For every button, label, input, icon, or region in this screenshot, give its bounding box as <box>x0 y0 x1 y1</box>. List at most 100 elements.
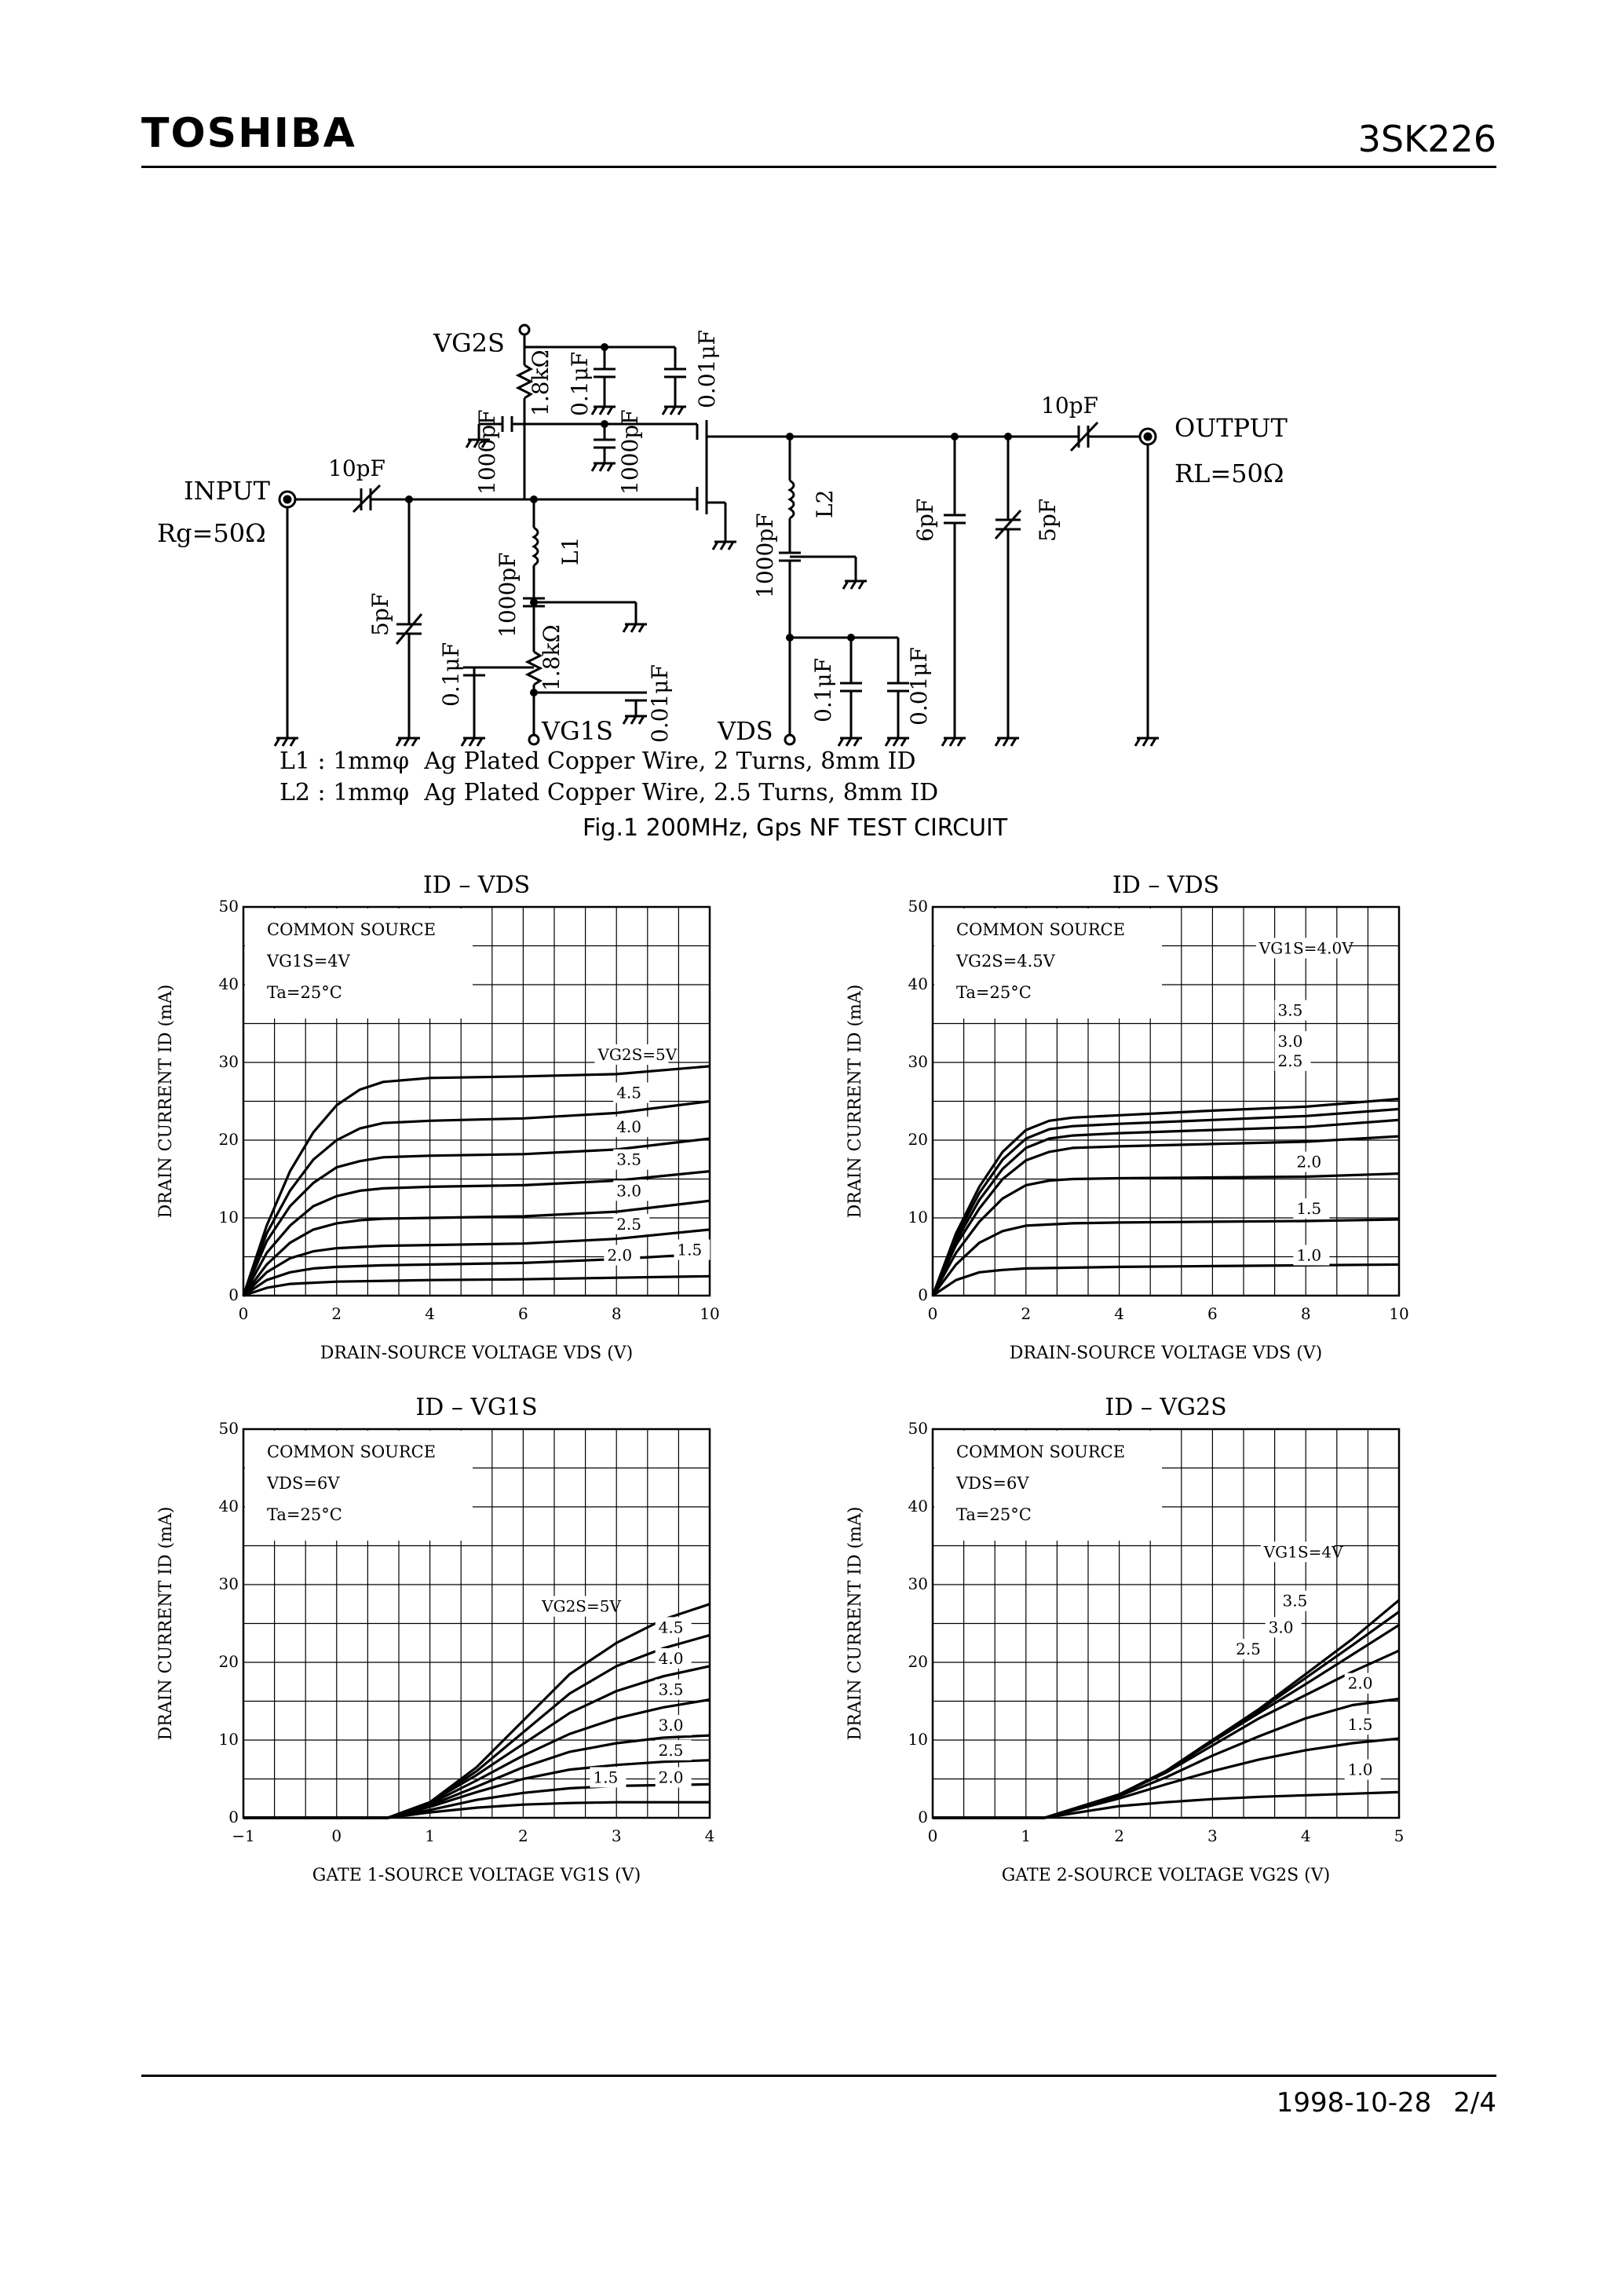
curve-label: 2.5 <box>1236 1640 1261 1658</box>
curve-label: 4.5 <box>659 1618 684 1636</box>
x-tick-label: 6 <box>518 1304 528 1323</box>
series-line <box>932 1263 1400 1297</box>
cap-01uf-g1-label: 0.1μF <box>438 642 464 707</box>
cap-out-label: 10pF <box>1041 393 1098 419</box>
series-line <box>242 1170 711 1296</box>
y-axis-label: DRAIN CURRENT ID (mA) <box>846 985 865 1219</box>
x-tick-label: 10 <box>700 1304 719 1323</box>
part-number: 3SK226 <box>1357 118 1496 160</box>
conditions-box <box>245 909 473 1018</box>
curve-label-bg <box>1233 1639 1269 1660</box>
x-tick-label: 8 <box>1301 1304 1311 1323</box>
curve-label: VG2S=5V <box>597 1045 677 1064</box>
footer-date: 1998-10-28 <box>1276 2087 1432 2119</box>
x-tick-label: 0 <box>331 1826 342 1845</box>
x-axis-label: GATE 1-SOURCE VOLTAGE VG1S (V) <box>312 1866 641 1885</box>
curve-label-bg <box>655 1739 692 1760</box>
y-tick-label: 30 <box>908 1052 928 1071</box>
y-tick-label: 20 <box>908 1130 928 1149</box>
brand-logo: TOSHIBA <box>141 110 356 157</box>
curve-label-bg <box>1265 1617 1302 1638</box>
series-line <box>243 1274 711 1297</box>
y-tick-label: 10 <box>908 1208 928 1227</box>
curve-label-bg <box>1255 938 1349 959</box>
curve-label: VG1S=4.0V <box>1259 938 1353 957</box>
condition-text: Ta=25°C <box>956 983 1032 1002</box>
curve-label-bg <box>539 1596 613 1617</box>
cap-5pf-out-label: 5pF <box>1035 499 1061 542</box>
input-label: INPUT <box>184 476 271 506</box>
curve-label: 4.5 <box>616 1084 641 1102</box>
curve-label-bg <box>613 1213 650 1234</box>
curve-label-bg <box>1344 1673 1381 1694</box>
y-tick-label: 50 <box>219 897 239 916</box>
conditions-box <box>934 909 1162 1018</box>
curve-label: 1.5 <box>1296 1199 1321 1218</box>
r-g2-label: 1.8kΩ <box>528 349 553 416</box>
x-axis-label: GATE 2-SOURCE VOLTAGE VG2S (V) <box>1002 1866 1330 1885</box>
x-tick-label: 0 <box>928 1304 938 1323</box>
curve-label: 2.0 <box>607 1245 632 1264</box>
y-tick-label: 50 <box>219 1419 239 1438</box>
conditions-box <box>934 1431 1162 1541</box>
series-line <box>933 1737 1400 1819</box>
y-tick-label: 20 <box>219 1130 239 1149</box>
curve-label-bg <box>604 1245 641 1266</box>
cap-1000pf-g1-label: 1000pF <box>495 552 521 638</box>
curve-label-bg <box>590 1767 627 1788</box>
curve-label: 2.5 <box>1278 1051 1303 1070</box>
curve-label: 2.5 <box>616 1215 641 1234</box>
curve-label: 2.5 <box>659 1741 684 1760</box>
y-tick-label: 10 <box>219 1208 239 1227</box>
y-axis-label: DRAIN CURRENT ID (mA) <box>156 985 176 1219</box>
curve-label-bg <box>655 1767 692 1788</box>
y-axis-label: DRAIN CURRENT ID (mA) <box>156 1507 176 1741</box>
y-tick-label: 40 <box>908 974 928 993</box>
plot-frame <box>931 1428 1401 1819</box>
series-line <box>243 1665 711 1819</box>
plot-frame <box>931 905 1401 1297</box>
curve-label: VG1S=4V <box>1263 1542 1343 1561</box>
curve-label-bg <box>613 1082 650 1103</box>
series-line <box>242 1099 711 1296</box>
coil-note-l1: L1 : 1mmφ Ag Plated Copper Wire, 2 Turns… <box>279 748 916 775</box>
condition-text: Ta=25°C <box>267 983 342 1002</box>
cap-1000pf-d-label: 1000pF <box>752 513 778 598</box>
x-tick-label: 4 <box>1114 1304 1124 1323</box>
curve-label-bg <box>1293 1151 1330 1172</box>
x-tick-label: 2 <box>331 1304 342 1323</box>
curve-label: 3.0 <box>1269 1618 1294 1636</box>
series-line <box>242 1137 711 1296</box>
chart-id-vds-vg1s: COMMON SOURCE VG2S=4.5V Ta=25°C 0 2 4 6 8 10 0 10 2… <box>846 872 1409 1363</box>
chart-id-vds-vg2s: COMMON SOURCE VG1S=4V Ta=25°C 0 2 4 6 8 10 0 10 20 3… <box>156 872 720 1363</box>
series-line <box>931 1118 1400 1296</box>
x-tick-label: 2 <box>518 1826 528 1845</box>
y-tick-label: 30 <box>219 1574 239 1593</box>
chart-title: ID – VDS <box>423 872 530 899</box>
series-line <box>931 1135 1400 1296</box>
cap-5pf-in-label: 5pF <box>367 593 393 636</box>
coil-note-l2: L2 : 1mmφ Ag Plated Copper Wire, 2.5 Tur… <box>279 779 939 806</box>
series-line <box>243 1734 711 1819</box>
cap-1000pf-g2b-label: 1000pF <box>617 409 643 495</box>
series-line <box>242 1228 711 1297</box>
x-tick-label: 10 <box>1389 1304 1408 1323</box>
x-tick-label: 1 <box>425 1826 435 1845</box>
y-tick-label: 40 <box>219 974 239 993</box>
series-line <box>931 1218 1400 1296</box>
x-tick-label: 3 <box>1207 1826 1218 1845</box>
y-tick-label: 30 <box>908 1574 928 1593</box>
y-tick-label: 0 <box>228 1808 239 1826</box>
cap-in-label: 10pF <box>328 455 385 481</box>
y-tick-label: 40 <box>219 1497 239 1515</box>
curve-label-bg <box>1274 1000 1311 1021</box>
series-line <box>243 1252 711 1297</box>
series-line <box>931 1107 1400 1296</box>
curve-label-bg <box>1279 1590 1316 1611</box>
x-tick-label: 6 <box>1207 1304 1218 1323</box>
curve-label: 3.5 <box>1278 1001 1303 1020</box>
curve-label-bg <box>1260 1541 1335 1563</box>
curve-label: 3.5 <box>1283 1592 1308 1610</box>
y-tick-label: 10 <box>908 1730 928 1749</box>
